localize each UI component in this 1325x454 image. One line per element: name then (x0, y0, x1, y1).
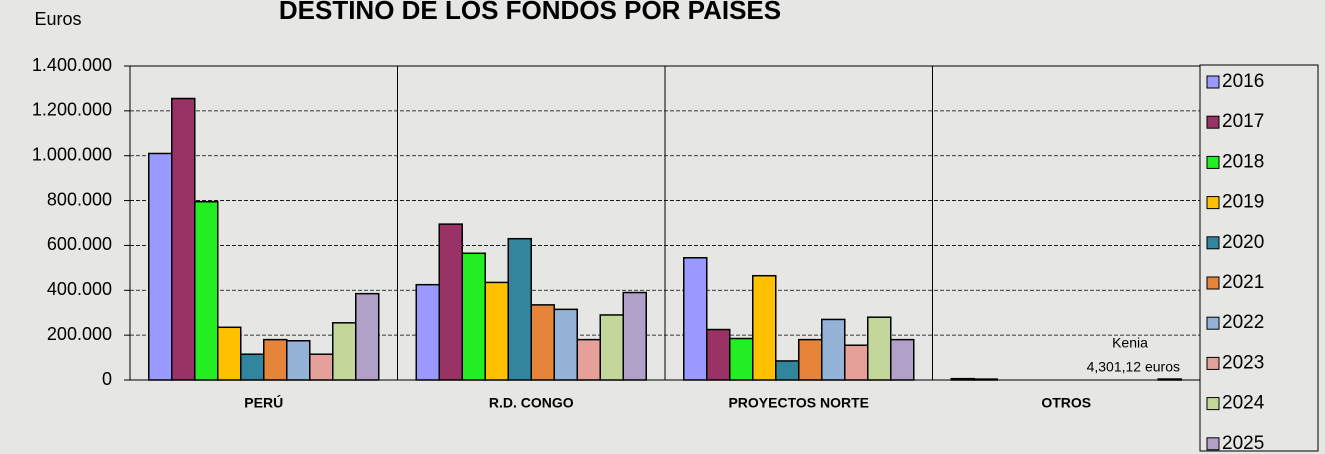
legend-label: 2019 (1222, 192, 1264, 213)
legend-label: 2025 (1222, 433, 1264, 454)
bar (461, 252, 486, 381)
legend-label: 2018 (1222, 151, 1264, 172)
y-tick-label: 1.200.000 (32, 100, 112, 120)
bar (309, 353, 334, 381)
legend-label: 2017 (1222, 111, 1264, 132)
bar (438, 223, 463, 381)
bar (240, 353, 265, 381)
y-tick-label: 1.400.000 (32, 55, 112, 75)
bar (706, 328, 731, 381)
bar (844, 344, 869, 381)
bar (332, 322, 357, 381)
y-tick-label: 400.000 (47, 279, 112, 299)
x-tick-label: PERÚ (244, 394, 283, 411)
legend-swatch (1206, 397, 1220, 411)
bar (890, 338, 915, 381)
bar (821, 318, 846, 381)
legend-label: 2023 (1222, 352, 1264, 373)
legend-label: 2021 (1222, 272, 1264, 293)
bar (683, 257, 708, 381)
bar (622, 291, 647, 381)
bar (484, 281, 509, 381)
y-axis-label: Euros (34, 9, 81, 29)
bar (148, 152, 173, 381)
bar (752, 274, 777, 381)
legend-swatch (1206, 276, 1220, 290)
bar (599, 314, 624, 381)
bar (171, 97, 196, 381)
chart-title: DESTINO DE LOS FONDOS POR PAISES (279, 0, 781, 25)
bar (530, 304, 555, 381)
legend-swatch (1206, 115, 1220, 129)
legend-swatch (1206, 316, 1220, 330)
annotation: Kenia (1112, 335, 1148, 351)
legend-label: 2022 (1222, 312, 1264, 333)
bar (194, 200, 219, 381)
y-tick-label: 0 (102, 369, 112, 389)
legend-swatch (1206, 437, 1220, 451)
legend-swatch (1206, 236, 1220, 250)
bar (775, 360, 800, 381)
legend-swatch (1206, 196, 1220, 210)
legend-swatch (1206, 155, 1220, 169)
x-tick-label: PROYECTOS NORTE (728, 395, 869, 411)
y-tick-label: 1.000.000 (32, 144, 112, 164)
bar (798, 338, 823, 381)
bar (217, 326, 242, 381)
bar (553, 308, 578, 381)
legend-swatch (1206, 356, 1220, 370)
x-tick-label: R.D. CONGO (489, 395, 574, 411)
bar (286, 340, 311, 381)
legend-label: 2016 (1222, 71, 1264, 92)
bar (507, 237, 532, 381)
y-tick-label: 800.000 (47, 189, 112, 209)
legend-swatch (1206, 75, 1220, 89)
bar (867, 316, 892, 381)
y-tick-label: 200.000 (47, 324, 112, 344)
bar (263, 338, 288, 381)
annotation: 4,301,12 euros (1087, 359, 1180, 375)
bar (729, 337, 754, 381)
plot-border (129, 65, 1201, 381)
x-tick-label: OTROS (1041, 395, 1091, 411)
bar (415, 283, 440, 381)
legend-label: 2024 (1222, 393, 1265, 414)
y-tick-label: 600.000 (47, 234, 112, 254)
bar (576, 338, 601, 381)
bar (355, 292, 380, 381)
legend-label: 2020 (1222, 232, 1264, 253)
